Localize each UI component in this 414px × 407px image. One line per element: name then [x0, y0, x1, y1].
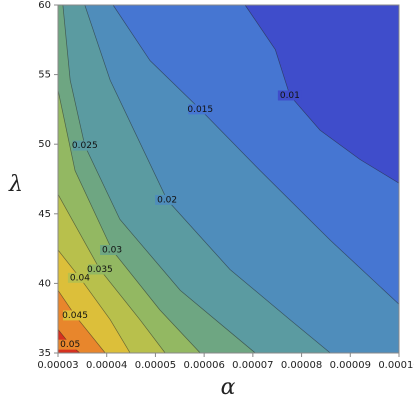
y-tick-label: 60	[38, 0, 51, 11]
plot-frame	[57, 4, 400, 354]
x-tick-label: 0.00004	[86, 360, 127, 371]
contour-line	[57, 194, 166, 354]
x-tick-label: 0.00008	[281, 360, 322, 371]
contour-label-bg	[87, 264, 112, 275]
contour-label-bg	[155, 194, 180, 205]
contour-label: 0.05	[60, 340, 80, 350]
y-tick-label: 50	[38, 139, 51, 150]
contour-label: 0.02	[157, 195, 177, 205]
x-tick-label: 0.00007	[232, 360, 273, 371]
x-tick-label: 0.00006	[183, 360, 224, 371]
y-tick-label: 40	[38, 278, 51, 289]
x-tick-label: 0.00005	[135, 360, 176, 371]
x-tick-label: 0.00010	[378, 360, 414, 371]
contour-label: 0.04	[70, 273, 90, 283]
contour-label: 0.015	[187, 105, 213, 115]
contour-label: 0.035	[87, 265, 113, 275]
contour-line	[244, 4, 400, 184]
contour-label: 0.01	[280, 91, 300, 101]
x-tick-label: 0.00003	[37, 360, 78, 371]
y-tick-label: 45	[38, 209, 51, 220]
contour-label: 0.03	[102, 245, 122, 255]
contour-label-bg	[277, 90, 302, 101]
contour-label-bg	[67, 272, 92, 283]
y-axis-label: λ	[8, 172, 23, 197]
contour-label: 0.045	[62, 311, 88, 321]
contour-label-bg	[63, 310, 88, 321]
y-tick-label: 35	[38, 348, 51, 359]
contour-label-bg	[72, 140, 97, 151]
x-axis-label: α	[221, 375, 236, 400]
contour-label: 0.025	[72, 141, 98, 151]
contour-band	[245, 5, 399, 184]
contour-label-bg	[188, 104, 213, 115]
contour-line	[84, 4, 331, 354]
contour-line	[57, 249, 131, 354]
y-tick-label: 55	[38, 70, 51, 81]
x-tick-label: 0.00009	[330, 360, 371, 371]
contour-label-bg	[100, 244, 125, 255]
contour-label-bg	[58, 339, 83, 350]
contour-line	[62, 4, 256, 354]
contour-line	[112, 4, 400, 305]
